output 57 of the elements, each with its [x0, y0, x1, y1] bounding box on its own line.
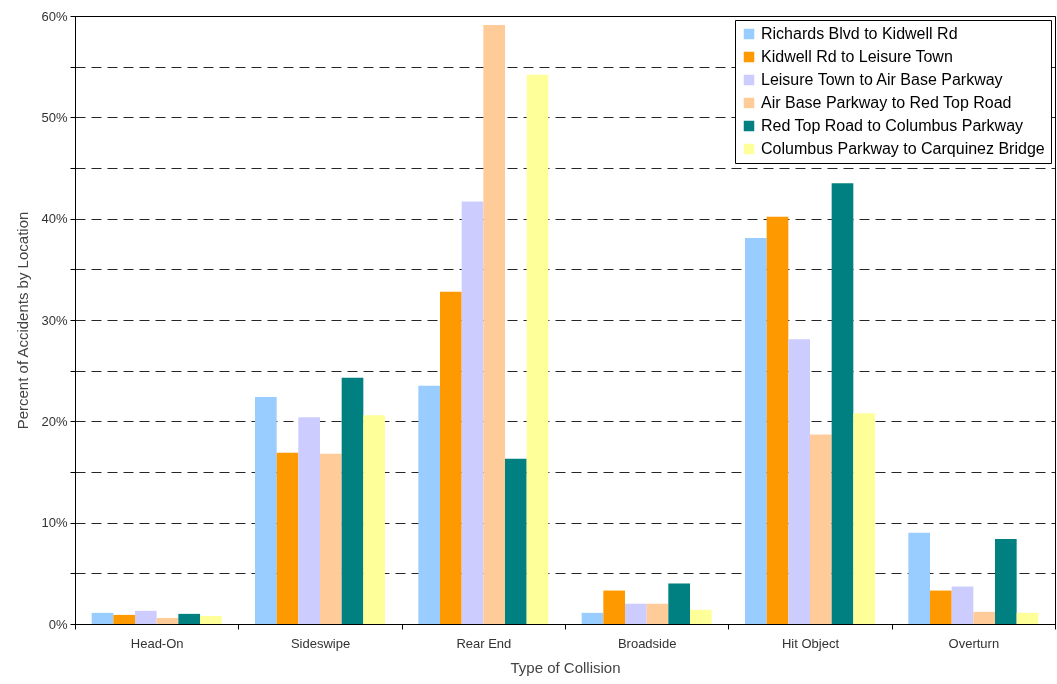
bar: [930, 590, 952, 624]
bar: [951, 586, 974, 624]
bar: [113, 614, 135, 624]
bar: [298, 417, 320, 624]
bar: [973, 611, 995, 624]
bar: [156, 617, 179, 624]
legend-label: Richards Blvd to Kidwell Rd: [761, 25, 958, 42]
bar: [853, 413, 875, 624]
bar: [603, 590, 625, 624]
bar: [526, 74, 549, 624]
bar: [646, 603, 669, 624]
bar: [135, 610, 157, 624]
y-axis-title: Percent of Accidents by Location: [14, 211, 32, 430]
legend-label: Leisure Town to Air Base Parkway: [761, 71, 1003, 88]
legend-label: Kidwell Rd to Leisure Town: [761, 48, 953, 65]
bar: [995, 538, 1017, 624]
y-tick-label: 40%: [41, 211, 68, 227]
y-tick-label: 50%: [41, 109, 68, 125]
bar: [581, 612, 604, 624]
y-tick-label: 0%: [48, 616, 68, 632]
bar: [625, 603, 647, 624]
bar: [363, 415, 385, 624]
bar: [810, 434, 832, 624]
bar: [745, 237, 767, 624]
bar: [440, 291, 462, 624]
bar: [276, 452, 299, 624]
bar: [766, 216, 789, 624]
x-tick-label: Head-On: [130, 635, 184, 651]
bar: [341, 377, 364, 624]
y-tick-label: 10%: [41, 515, 68, 531]
bar: [91, 612, 114, 624]
legend-label: Columbus Parkway to Carquinez Bridge: [761, 140, 1045, 157]
bar: [1016, 612, 1039, 624]
y-tick-label: 60%: [41, 8, 68, 24]
bar: [418, 385, 441, 624]
legend-label: Red Top Road to Columbus Parkway: [761, 117, 1024, 134]
x-tick-label: Overturn: [948, 635, 1000, 651]
bar: [788, 339, 810, 624]
x-tick-label: Broadside: [617, 635, 677, 651]
bar: [505, 458, 527, 624]
bar: [320, 453, 342, 624]
bar: [668, 583, 690, 624]
bar: [178, 613, 200, 624]
bar: [199, 615, 222, 624]
y-tick-label: 30%: [41, 312, 68, 328]
bar: [461, 201, 484, 624]
bar: [255, 397, 277, 624]
x-tick-label: Sideswipe: [290, 635, 351, 651]
bar: [908, 532, 931, 624]
bar: [483, 25, 505, 624]
bar: [689, 609, 712, 624]
x-tick-label: Hit Object: [781, 635, 840, 651]
y-tick-label: 20%: [41, 413, 68, 429]
x-tick-label: Rear End: [456, 635, 512, 651]
x-axis-title: Type of Collision: [510, 658, 621, 676]
legend-label: Air Base Parkway to Red Top Road: [761, 94, 1012, 111]
bar: [831, 183, 854, 624]
